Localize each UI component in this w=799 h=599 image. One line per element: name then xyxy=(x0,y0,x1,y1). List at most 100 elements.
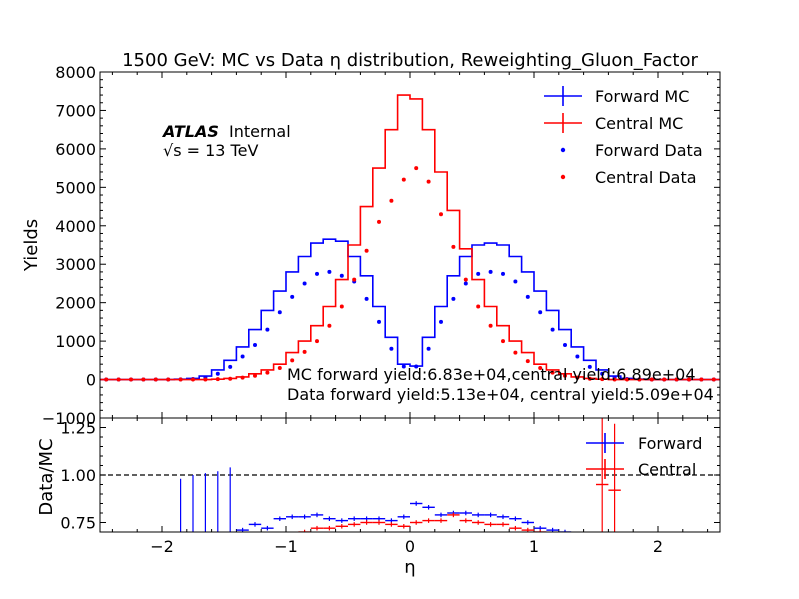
data-point-central-data xyxy=(674,377,679,382)
legend-central-label: Central xyxy=(638,460,696,479)
data-point-forward-data xyxy=(439,319,443,324)
data-point-central-data xyxy=(191,377,195,382)
data-point-forward-data xyxy=(240,354,245,359)
ratio-x-tick-label: −1 xyxy=(274,537,298,556)
ratio-y-tick-label: 1.00 xyxy=(60,466,96,485)
main-y-tick-label: 2000 xyxy=(55,294,96,313)
data-point-forward-data xyxy=(563,342,567,347)
data-point-central-data xyxy=(587,376,592,381)
data-point-forward-data xyxy=(290,294,295,299)
chart-title: 1500 GeV: MC vs Data η distribution, Rew… xyxy=(122,50,698,71)
legend-forward-data-marker xyxy=(560,147,566,153)
main-y-tick-label: 6000 xyxy=(55,140,96,159)
atlas-label: ATLAS Internal xyxy=(161,122,291,141)
data-point-central-data xyxy=(600,377,605,382)
data-point-central-data xyxy=(637,377,642,382)
data-point-forward-data xyxy=(377,319,381,324)
ratio-x-ticks: −2 −1 0 1 2 xyxy=(111,418,709,556)
ratio-x-tick-label: 1 xyxy=(529,537,539,556)
data-point-central-data xyxy=(488,323,493,328)
data-point-forward-data xyxy=(575,354,580,359)
energy-label: √s = 13 TeV xyxy=(163,141,258,160)
data-point-forward-data xyxy=(476,271,481,276)
main-ylabel: Yields xyxy=(21,219,42,272)
data-point-forward-data xyxy=(451,296,456,301)
legend-forward-label: Forward xyxy=(638,434,702,453)
data-point-central-data xyxy=(339,304,344,309)
data-point-central-data xyxy=(228,376,233,381)
data-point-forward-data xyxy=(463,281,468,286)
main-y-tick-label: 3000 xyxy=(55,255,96,274)
data-point-forward-data xyxy=(302,281,307,286)
data-point-central-data xyxy=(327,323,332,328)
data-point-forward-data xyxy=(364,296,369,301)
atlas-label-sub: Internal xyxy=(229,122,291,141)
ratio-panel: 0.75 1.00 1.25 −2 −1 0 1 2 Data/MC η Forward C… xyxy=(36,417,721,578)
data-point-central-data xyxy=(129,377,133,382)
data-point-central-data xyxy=(290,358,295,363)
data-point-central-data xyxy=(104,377,109,382)
data-point-central-data xyxy=(563,373,567,378)
data-point-central-data xyxy=(253,373,257,378)
data-point-forward-data xyxy=(228,364,233,369)
data-point-central-data xyxy=(612,377,617,382)
data-point-forward-data xyxy=(215,371,220,376)
data-point-central-data xyxy=(215,377,220,382)
ratio-x-tick-label: −2 xyxy=(150,537,174,556)
data-point-central-data xyxy=(426,179,431,184)
data-point-forward-data xyxy=(426,346,431,351)
data-point-central-data xyxy=(389,198,394,203)
ratio-plot-area xyxy=(100,418,720,532)
data-point-central-data xyxy=(116,377,121,382)
data-point-forward-data xyxy=(389,346,394,351)
data-point-central-data xyxy=(364,248,369,253)
data-point-central-data xyxy=(302,349,307,354)
data-point-central-data xyxy=(575,375,580,380)
ratio-y-tick-label: 1.25 xyxy=(60,419,96,438)
main-panel: −1000 0 1000 2000 3000 4000 5000 6000 7000 8000 Y… xyxy=(21,63,721,428)
data-point-forward-data xyxy=(327,269,332,274)
main-y-tick-label: −1000 xyxy=(42,409,96,428)
histogram-central-mc xyxy=(100,94,720,381)
data-point-central-data xyxy=(538,366,543,371)
data-yield-annotation: Data forward yield:5.13e+04, central yie… xyxy=(287,385,714,404)
main-y-tick-label: 4000 xyxy=(55,217,96,236)
ratio-x-tick-label: 0 xyxy=(405,537,415,556)
main-y-tick-label: 7000 xyxy=(55,101,96,120)
data-point-forward-data xyxy=(538,310,543,315)
ratio-axes-frame xyxy=(99,417,721,533)
data-point-central-data xyxy=(463,277,468,282)
data-point-forward-data xyxy=(550,327,555,332)
ratio-legend: Forward Central xyxy=(586,433,702,479)
data-point-central-data xyxy=(352,277,357,282)
legend-central-mc-label: Central MC xyxy=(595,114,683,133)
data-point-central-data xyxy=(711,377,716,382)
data-point-forward-data xyxy=(253,342,257,347)
legend-central-data-marker xyxy=(560,174,566,180)
data-point-central-data xyxy=(687,377,691,382)
data-point-central-data xyxy=(550,370,555,375)
data-point-forward-data xyxy=(265,327,270,332)
data-point-forward-data xyxy=(513,279,518,284)
legend-forward-mc-label: Forward MC xyxy=(595,87,689,106)
histogram-forward-mc xyxy=(100,238,720,381)
data-point-central-data xyxy=(265,370,270,375)
ratio-y-tick-label: 0.75 xyxy=(60,514,96,533)
main-y-tick-label: 8000 xyxy=(55,63,96,82)
data-point-central-data xyxy=(625,377,629,382)
data-point-forward-data xyxy=(525,294,530,299)
ratio-ylabel: Data/MC xyxy=(36,438,57,515)
main-y-ticks: −1000 0 1000 2000 3000 4000 5000 6000 7000 8000 xyxy=(42,63,720,428)
data-point-central-data xyxy=(662,377,667,382)
main-y-tick-label: 1000 xyxy=(55,332,96,351)
data-point-central-data xyxy=(476,304,481,309)
data-point-central-data xyxy=(451,244,456,249)
data-point-forward-data xyxy=(600,371,605,376)
data-point-central-data xyxy=(141,377,146,382)
data-point-central-data xyxy=(377,219,381,224)
data-point-central-data xyxy=(203,377,208,382)
data-point-central-data xyxy=(414,166,419,171)
data-point-forward-data xyxy=(501,271,505,276)
legend-central-data-label: Central Data xyxy=(595,168,697,187)
